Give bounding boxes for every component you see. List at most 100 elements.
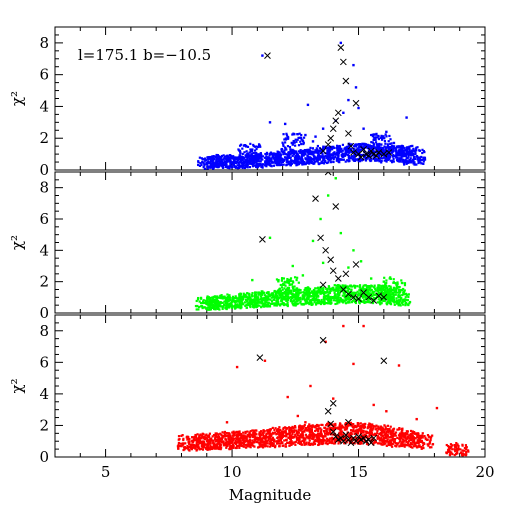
data-point: [385, 159, 388, 162]
data-point: [338, 148, 341, 152]
data-point: [290, 441, 293, 444]
data-point: [271, 426, 274, 430]
data-point: [285, 438, 288, 441]
data-point: [217, 157, 220, 160]
data-point: [216, 304, 220, 308]
data-point: [195, 299, 198, 303]
data-point: [223, 442, 226, 446]
data-point: [229, 156, 232, 159]
data-point: [269, 151, 273, 154]
data-point: [338, 145, 341, 148]
data-point: [203, 167, 207, 170]
data-point: [253, 298, 256, 301]
data-point: [403, 289, 406, 292]
data-point: [352, 156, 355, 159]
data-point: [282, 292, 286, 295]
data-point: [374, 289, 378, 292]
data-point: [339, 422, 342, 426]
data-point: [362, 429, 365, 432]
data-point: [333, 284, 336, 287]
data-point: [281, 292, 284, 295]
data-point: [316, 154, 320, 157]
data-point: [352, 145, 356, 148]
data-point: [395, 302, 398, 305]
data-point: [350, 429, 353, 432]
data-point: [372, 291, 375, 295]
data-point: [290, 152, 293, 155]
data-point: [294, 304, 297, 307]
data-point: [326, 442, 329, 446]
data-point: [314, 429, 317, 433]
data-point: [301, 434, 305, 437]
data-point: [202, 440, 205, 443]
data-point: [217, 447, 220, 450]
data-point: [222, 444, 225, 447]
data-point: [260, 443, 264, 446]
data-point: [327, 153, 330, 156]
data-point: [205, 307, 208, 310]
data-point: [292, 299, 295, 302]
data-point: [242, 292, 245, 295]
data-point-cross: [319, 281, 327, 289]
data-point: [340, 288, 343, 291]
data-point: [283, 290, 287, 294]
data-point: [290, 429, 294, 432]
data-point: [228, 157, 231, 160]
data-point: [273, 296, 276, 300]
data-point: [245, 150, 248, 153]
data-point: [249, 305, 252, 309]
data-point: [308, 152, 311, 156]
data-point: [226, 165, 229, 168]
data-point: [212, 303, 215, 306]
data-point: [318, 147, 321, 150]
y-tick-label: 4: [39, 385, 49, 403]
data-point: [215, 157, 218, 160]
data-point: [332, 160, 335, 164]
data-point: [359, 290, 362, 293]
data-point: [297, 302, 300, 305]
data-point: [281, 141, 284, 144]
data-point: [384, 285, 387, 288]
data-point: [358, 285, 361, 288]
data-point: [359, 148, 362, 152]
data-point: [190, 448, 194, 451]
data-point: [242, 295, 245, 298]
data-point: [327, 302, 330, 305]
data-point: [294, 159, 298, 162]
data-point: [295, 278, 298, 282]
data-point: [288, 145, 292, 149]
data-point-cross: [259, 236, 266, 243]
data-point: [313, 160, 317, 163]
data-point: [268, 431, 271, 434]
data-point: [366, 146, 370, 150]
data-point: [274, 291, 277, 294]
data-point: [341, 294, 344, 297]
data-point: [225, 446, 228, 449]
data-point: [284, 430, 287, 433]
data-point: [289, 148, 292, 151]
data-point: [411, 149, 415, 152]
data-point: [265, 157, 268, 160]
data-point: [358, 159, 361, 162]
data-point: [343, 426, 346, 429]
data-point: [330, 146, 333, 149]
data-point: [363, 434, 366, 437]
data-point: [381, 298, 384, 302]
data-point: [354, 429, 358, 432]
data-point: [265, 292, 268, 295]
data-point: [253, 441, 256, 444]
data-point: [301, 162, 304, 165]
data-point-cross: [324, 172, 332, 176]
data-point: [191, 443, 194, 446]
data-point: [236, 297, 239, 300]
data-point: [301, 274, 305, 277]
data-point: [379, 287, 382, 290]
data-point: [215, 155, 218, 158]
data-point: [265, 152, 268, 156]
y-tick-label: 0: [39, 161, 49, 179]
data-point: [220, 163, 224, 166]
data-point: [182, 437, 185, 440]
data-point: [198, 437, 201, 440]
data-point: [382, 299, 385, 303]
data-point: [377, 155, 381, 158]
